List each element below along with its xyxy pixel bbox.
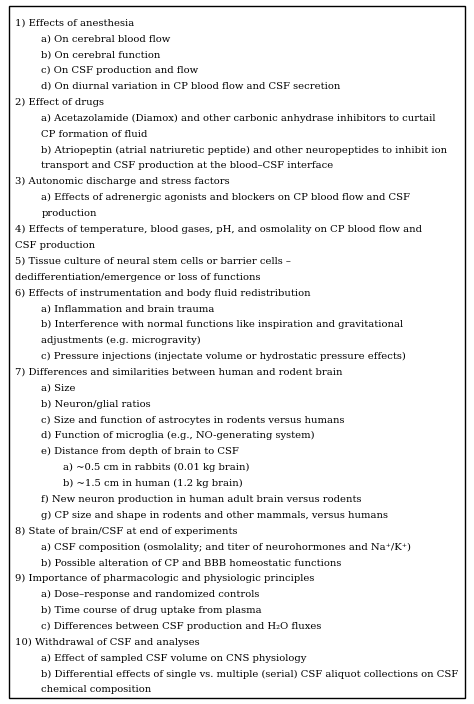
Text: 7) Differences and similarities between human and rodent brain: 7) Differences and similarities between … [15, 368, 343, 377]
Text: 3) Autonomic discharge and stress factors: 3) Autonomic discharge and stress factor… [15, 177, 230, 187]
Text: adjustments (e.g. microgravity): adjustments (e.g. microgravity) [41, 336, 201, 345]
Text: c) Differences between CSF production and H₂O fluxes: c) Differences between CSF production an… [41, 622, 322, 631]
Text: b) On cerebral function: b) On cerebral function [41, 50, 161, 59]
Text: 10) Withdrawal of CSF and analyses: 10) Withdrawal of CSF and analyses [15, 638, 200, 647]
Text: 1) Effects of anesthesia: 1) Effects of anesthesia [15, 18, 135, 27]
Text: a) ~0.5 cm in rabbits (0.01 kg brain): a) ~0.5 cm in rabbits (0.01 kg brain) [63, 463, 249, 472]
Text: 2) Effect of drugs: 2) Effect of drugs [15, 98, 104, 107]
Text: CSF production: CSF production [15, 241, 95, 250]
Text: b) Possible alteration of CP and BBB homeostatic functions: b) Possible alteration of CP and BBB hom… [41, 558, 342, 567]
Text: 6) Effects of instrumentation and body fluid redistribution: 6) Effects of instrumentation and body f… [15, 289, 311, 298]
Text: b) Time course of drug uptake from plasma: b) Time course of drug uptake from plasm… [41, 606, 262, 615]
Text: d) Function of microglia (e.g., NO-generating system): d) Function of microglia (e.g., NO-gener… [41, 432, 315, 441]
Text: a) Effect of sampled CSF volume on CNS physiology: a) Effect of sampled CSF volume on CNS p… [41, 654, 307, 662]
Text: 8) State of brain/CSF at end of experiments: 8) State of brain/CSF at end of experime… [15, 527, 237, 536]
Text: dedifferentiation/emergence or loss of functions: dedifferentiation/emergence or loss of f… [15, 272, 261, 282]
Text: a) Size: a) Size [41, 384, 76, 393]
Text: f) New neuron production in human adult brain versus rodents: f) New neuron production in human adult … [41, 495, 362, 504]
Text: CP formation of fluid: CP formation of fluid [41, 130, 147, 139]
Text: d) On diurnal variation in CP blood flow and CSF secretion: d) On diurnal variation in CP blood flow… [41, 82, 341, 91]
Text: b) Differential effects of single vs. multiple (serial) CSF aliquot collections : b) Differential effects of single vs. mu… [41, 670, 458, 679]
Text: a) Acetazolamide (Diamox) and other carbonic anhydrase inhibitors to curtail: a) Acetazolamide (Diamox) and other carb… [41, 114, 436, 122]
Text: 5) Tissue culture of neural stem cells or barrier cells –: 5) Tissue culture of neural stem cells o… [15, 257, 291, 265]
Text: c) On CSF production and flow: c) On CSF production and flow [41, 66, 198, 75]
Text: 4) Effects of temperature, blood gases, pH, and osmolality on CP blood flow and: 4) Effects of temperature, blood gases, … [15, 225, 422, 234]
Text: e) Distance from depth of brain to CSF: e) Distance from depth of brain to CSF [41, 447, 239, 456]
Text: b) Atriopeptin (atrial natriuretic peptide) and other neuropeptides to inhibit i: b) Atriopeptin (atrial natriuretic pepti… [41, 146, 447, 155]
Text: b) ~1.5 cm in human (1.2 kg brain): b) ~1.5 cm in human (1.2 kg brain) [63, 479, 242, 488]
Text: transport and CSF production at the blood–CSF interface: transport and CSF production at the bloo… [41, 161, 334, 170]
Text: b) Neuron/glial ratios: b) Neuron/glial ratios [41, 400, 151, 409]
Text: 9) Importance of pharmacologic and physiologic principles: 9) Importance of pharmacologic and physi… [15, 574, 315, 584]
Text: b) Interference with normal functions like inspiration and gravitational: b) Interference with normal functions li… [41, 320, 403, 329]
Text: g) CP size and shape in rodents and other mammals, versus humans: g) CP size and shape in rodents and othe… [41, 510, 388, 520]
Text: a) Dose–response and randomized controls: a) Dose–response and randomized controls [41, 590, 260, 599]
Text: chemical composition: chemical composition [41, 686, 152, 694]
Text: a) On cerebral blood flow: a) On cerebral blood flow [41, 34, 171, 44]
Text: a) CSF composition (osmolality; and titer of neurohormones and Na⁺/K⁺): a) CSF composition (osmolality; and tite… [41, 543, 411, 552]
Text: a) Effects of adrenergic agonists and blockers on CP blood flow and CSF: a) Effects of adrenergic agonists and bl… [41, 193, 410, 202]
Text: c) Pressure injections (injectate volume or hydrostatic pressure effects): c) Pressure injections (injectate volume… [41, 352, 406, 361]
Text: a) Inflammation and brain trauma: a) Inflammation and brain trauma [41, 304, 215, 313]
Text: production: production [41, 209, 97, 218]
Text: c) Size and function of astrocytes in rodents versus humans: c) Size and function of astrocytes in ro… [41, 415, 345, 425]
